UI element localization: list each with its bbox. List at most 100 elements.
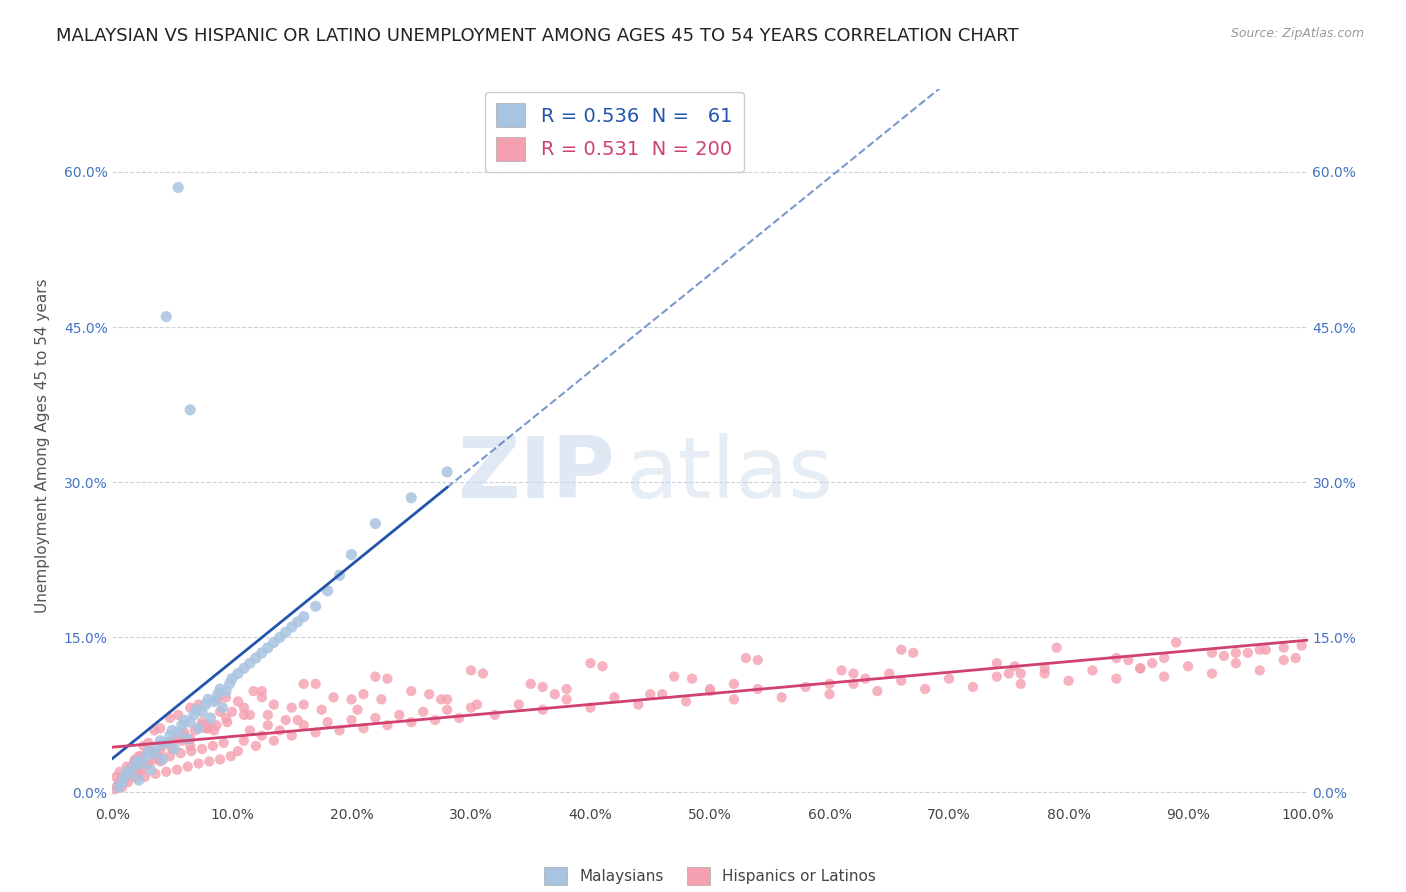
Point: [179, 402, 201, 417]
Point: [143, 746, 166, 760]
Point: [122, 759, 145, 773]
Point: [370, 692, 392, 706]
Point: [311, 703, 333, 717]
Point: [1081, 664, 1104, 678]
Point: [401, 684, 423, 698]
Point: [184, 723, 207, 738]
Point: [145, 767, 167, 781]
Point: [281, 729, 304, 743]
Point: [180, 744, 202, 758]
Point: [111, 780, 134, 795]
Point: [1225, 656, 1247, 670]
Point: [1033, 661, 1056, 675]
Point: [201, 739, 224, 753]
Point: [292, 677, 315, 691]
Point: [179, 739, 201, 753]
Point: [125, 770, 148, 784]
Point: [131, 756, 153, 771]
Point: [418, 687, 440, 701]
Point: [1201, 666, 1223, 681]
Point: [170, 718, 193, 732]
Point: [138, 744, 160, 758]
Point: [194, 698, 217, 712]
Text: MALAYSIAN VS HISPANIC OR LATINO UNEMPLOYMENT AMONG AGES 45 TO 54 YEARS CORRELATI: MALAYSIAN VS HISPANIC OR LATINO UNEMPLOY…: [56, 27, 1019, 45]
Point: [149, 755, 172, 769]
Point: [305, 725, 328, 739]
Point: [221, 705, 243, 719]
Point: [472, 666, 495, 681]
Point: [794, 680, 817, 694]
Point: [1225, 646, 1247, 660]
Point: [818, 687, 841, 701]
Point: [197, 722, 219, 736]
Point: [162, 723, 183, 738]
Point: [105, 779, 128, 793]
Point: [187, 756, 209, 771]
Point: [143, 752, 166, 766]
Point: [818, 677, 841, 691]
Point: [115, 764, 138, 779]
Point: [1237, 646, 1260, 660]
Point: [141, 744, 163, 758]
Point: [287, 615, 309, 629]
Point: [903, 646, 925, 660]
Point: [239, 723, 262, 738]
Point: [250, 729, 273, 743]
Point: [191, 715, 214, 730]
Point: [149, 722, 172, 736]
Point: [155, 764, 177, 779]
Point: [202, 723, 225, 738]
Point: [292, 698, 315, 712]
Point: [579, 700, 602, 714]
Point: [1105, 651, 1128, 665]
Point: [316, 715, 339, 730]
Point: [340, 713, 363, 727]
Point: [198, 755, 221, 769]
Point: [179, 731, 201, 746]
Point: [139, 763, 162, 777]
Point: [219, 749, 242, 764]
Point: [269, 630, 291, 644]
Point: [114, 767, 136, 781]
Point: [640, 687, 662, 701]
Point: [226, 666, 249, 681]
Point: [186, 703, 208, 717]
Point: [233, 700, 256, 714]
Point: [125, 755, 148, 769]
Point: [209, 705, 232, 719]
Point: [1285, 651, 1308, 665]
Point: [167, 725, 190, 739]
Point: [1166, 635, 1188, 649]
Point: [1010, 666, 1032, 681]
Point: [202, 694, 225, 708]
Point: [1129, 661, 1152, 675]
Point: [250, 690, 273, 705]
Point: [233, 707, 256, 722]
Point: [770, 690, 793, 705]
Point: [269, 723, 291, 738]
Point: [114, 770, 135, 784]
Point: [138, 756, 160, 771]
Point: [159, 749, 181, 764]
Point: [1046, 640, 1069, 655]
Point: [346, 703, 368, 717]
Point: [209, 681, 232, 696]
Point: [664, 670, 686, 684]
Point: [105, 770, 128, 784]
Point: [120, 767, 142, 781]
Point: [155, 736, 177, 750]
Point: [111, 775, 134, 789]
Point: [281, 700, 304, 714]
Point: [1004, 659, 1026, 673]
Point: [723, 677, 745, 691]
Point: [132, 739, 155, 753]
Point: [115, 759, 138, 773]
Point: [167, 180, 190, 194]
Point: [364, 711, 387, 725]
Point: [205, 718, 228, 732]
Point: [531, 703, 554, 717]
Point: [1272, 640, 1295, 655]
Point: [166, 763, 188, 777]
Point: [122, 755, 145, 769]
Point: [211, 700, 233, 714]
